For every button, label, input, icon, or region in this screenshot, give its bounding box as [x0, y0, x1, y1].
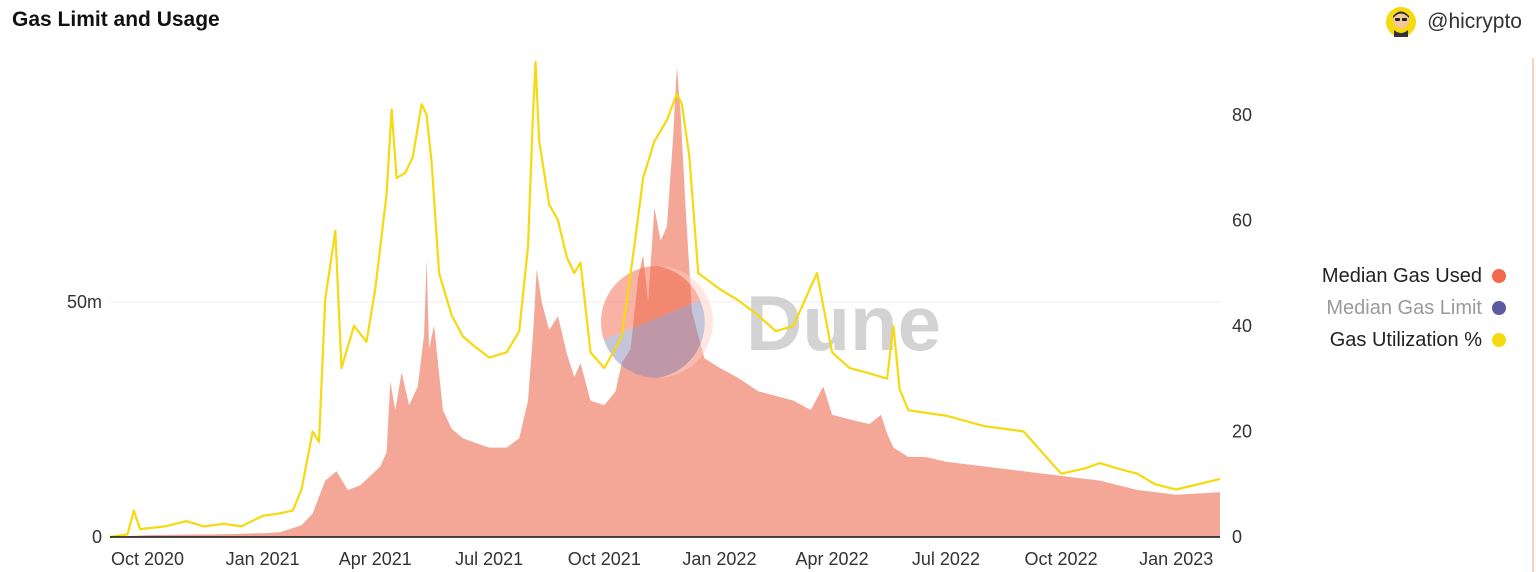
x-tick-label: Oct 2020 [111, 549, 184, 569]
x-tick-label: Oct 2021 [568, 549, 641, 569]
author-badge[interactable]: @hicrypto [1385, 6, 1522, 38]
y-left-tick-label: 50m [67, 292, 102, 312]
legend-dot-icon [1492, 301, 1506, 315]
legend-label: Gas Utilization % [1329, 328, 1482, 351]
legend-item-gas-limit[interactable]: Median Gas Limit [1322, 292, 1506, 324]
y-axis-left: 0 50m [67, 292, 102, 547]
legend-dot-icon [1492, 269, 1506, 283]
avatar-icon [1386, 7, 1417, 37]
chart-title: Gas Limit and Usage [12, 8, 220, 31]
x-tick-label: Apr 2021 [339, 549, 412, 569]
legend-dot-icon [1492, 333, 1506, 347]
y-axis-right: 0 20 40 60 80 [1232, 105, 1252, 547]
watermark-text: Dune [746, 279, 941, 367]
x-tick-label: Jul 2022 [912, 549, 980, 569]
legend: Median Gas Used Median Gas Limit Gas Uti… [1322, 260, 1506, 356]
legend-label: Median Gas Used [1321, 264, 1482, 287]
y-left-tick-label: 0 [92, 527, 102, 547]
x-tick-label: Apr 2022 [796, 549, 869, 569]
gas-utilization-line [109, 60, 1221, 539]
watermark: Dune [601, 266, 941, 378]
legend-label: Median Gas Limit [1326, 296, 1482, 319]
author-name: @hicrypto [1427, 10, 1522, 33]
y-right-tick-label: 60 [1232, 210, 1252, 230]
y-right-tick-label: 40 [1232, 316, 1252, 336]
x-tick-label: Jan 2021 [226, 549, 300, 569]
y-right-tick-label: 80 [1232, 105, 1252, 125]
panel-edge [1532, 58, 1534, 572]
x-tick-label: Jul 2021 [455, 549, 523, 569]
y-right-tick-label: 0 [1232, 527, 1242, 547]
legend-item-gas-used[interactable]: Median Gas Used [1322, 260, 1506, 292]
y-right-tick-label: 20 [1232, 421, 1252, 441]
x-tick-label: Jan 2022 [682, 549, 756, 569]
x-tick-label: Oct 2022 [1025, 549, 1098, 569]
legend-item-gas-utilization[interactable]: Gas Utilization % [1322, 324, 1506, 356]
x-tick-label: Jan 2023 [1139, 549, 1213, 569]
x-axis: Oct 2020 Jan 2021 Apr 2021 Jul 2021 Oct 2021… [111, 549, 1213, 569]
